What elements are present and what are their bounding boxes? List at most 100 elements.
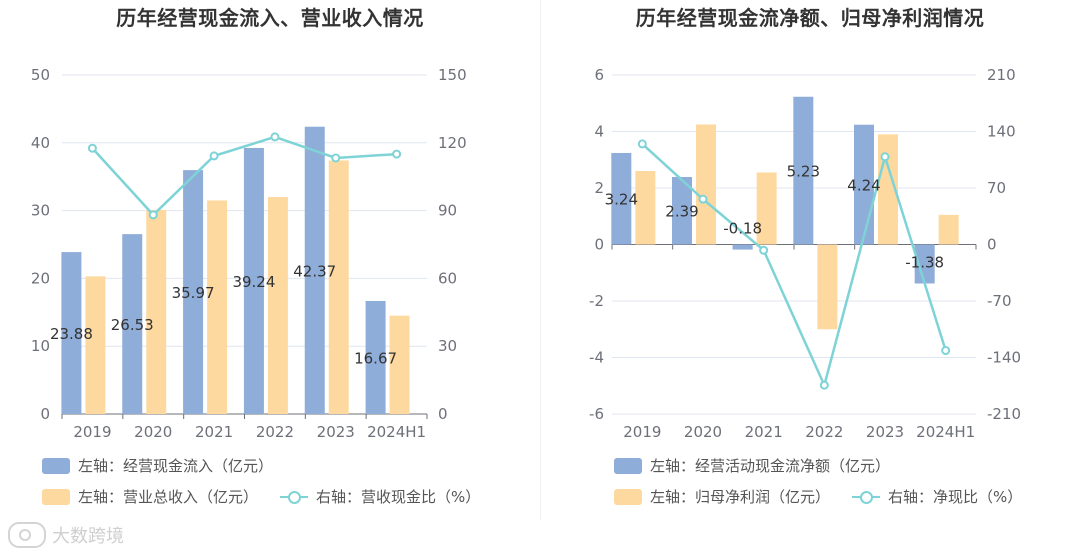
chart1-data-label: 39.24 (232, 273, 275, 291)
watermark: 大数跨境 (8, 522, 124, 548)
watermark-text: 大数跨境 (52, 526, 124, 547)
chart2-right-tick: -210 (987, 405, 1021, 423)
chart2-legend-ratio[interactable]: 右轴：净现比（%） (852, 486, 1022, 507)
chart1-bar-primary (61, 252, 82, 414)
chart1-right-tick: 90 (438, 202, 457, 220)
chart1-ratio-point (87, 143, 97, 153)
chart2-legend-net-cash[interactable]: 左轴：经营活动现金流净额（亿元） (614, 455, 890, 476)
chart1-right-tick: 60 (438, 269, 457, 287)
chart1-right-tick: 120 (438, 134, 467, 152)
chart1-ratio-point (392, 149, 402, 159)
chart1-legend-cash-inflow-label: 左轴：经营现金流入（亿元） (78, 457, 274, 475)
chart1-bar-secondary (207, 200, 228, 414)
chart2-ratio-point (637, 139, 647, 149)
chart2-ratio-point (698, 194, 708, 204)
chart1-data-label: 23.88 (50, 325, 93, 343)
chart1-x-tick-label: 2021 (195, 423, 233, 441)
chart1-left-tick: 30 (31, 202, 50, 220)
chart1-bar-primary (183, 170, 204, 414)
chart1-title: 历年经营现金流入、营业收入情况 (116, 6, 424, 30)
chart1-legend-ratio[interactable]: 右轴：营收现金比（%） (280, 486, 480, 507)
chart1-data-label: 42.37 (293, 262, 336, 280)
chart1-x-tick-label: 2023 (317, 423, 355, 441)
chart2-bar-secondary (817, 244, 838, 330)
chart2-left-tick: 2 (594, 179, 604, 197)
watermark-logo-icon (8, 522, 46, 548)
chart2-x-tick-label: 2023 (866, 423, 904, 441)
chart2-legend-net-cash-label: 左轴：经营活动现金流净额（亿元） (650, 457, 891, 475)
chart1-ratio-point (270, 132, 280, 142)
chart1-ratio-point (209, 151, 219, 161)
chart1-data-label: 26.53 (111, 316, 154, 334)
chart2-ratio-point (759, 245, 769, 255)
chart2-left-tick: -6 (589, 405, 604, 423)
chart2-bar-primary (793, 96, 814, 245)
chart2-legend-net-profit-swatch (614, 488, 642, 505)
chart2-x-tick-label: 2022 (805, 423, 843, 441)
chart2-legend-ratio-label: 右轴：净现比（%） (888, 488, 1023, 506)
chart2-bar-primary (732, 244, 753, 250)
chart1-legend-cash-inflow-swatch (42, 457, 70, 474)
chart2-right-tick: 140 (987, 123, 1016, 141)
chart2-right-tick: 70 (987, 179, 1006, 197)
chart1-bar-secondary (85, 276, 106, 414)
chart1-bar-primary (304, 126, 325, 415)
chart1-ratio-point (148, 210, 158, 220)
chart2-right-tick: -70 (987, 292, 1012, 310)
chart2-data-label: 5.23 (787, 163, 820, 181)
chart1-legend-cash-inflow[interactable]: 左轴：经营现金流入（亿元） (42, 455, 273, 476)
chart2-data-label: -1.38 (905, 253, 944, 271)
chart2-legend-net-profit[interactable]: 左轴：归母净利润（亿元） (614, 486, 830, 507)
chart1-legend-ratio-swatch (280, 489, 308, 505)
chart2-x-tick-label: 2020 (684, 423, 722, 441)
chart1-data-label: 35.97 (172, 284, 215, 302)
chart2-left-tick: 4 (594, 123, 604, 141)
chart2-right-tick: 210 (987, 66, 1016, 84)
chart1-left-tick: 0 (40, 405, 50, 423)
chart2-title: 历年经营现金流净额、归母净利润情况 (635, 6, 985, 30)
chart2-legend-ratio-swatch (852, 489, 880, 505)
chart2-x-tick-label: 2024H1 (916, 423, 975, 441)
chart2-right-tick: 0 (987, 236, 997, 254)
chart2-bar-primary (611, 152, 632, 245)
chart2-legend-net-cash-swatch (614, 457, 642, 474)
chart1-x-tick-label: 2020 (134, 423, 172, 441)
chart1-right-tick: 150 (438, 66, 467, 84)
panel-divider (540, 0, 541, 520)
chart1-bar-primary (365, 300, 386, 414)
chart2-bar-primary (672, 176, 692, 245)
chart1-bar-secondary (389, 315, 410, 414)
chart2-bar-secondary (696, 124, 716, 245)
chart1-ratio-point (331, 153, 341, 163)
chart2-left-tick: 0 (594, 236, 604, 254)
chart1-bar-secondary (267, 197, 288, 414)
chart2-legend-net-profit-label: 左轴：归母净利润（亿元） (650, 488, 831, 506)
chart1-ratio-line (91, 135, 397, 217)
chart1-bar-primary (122, 234, 143, 414)
chart1-bar-secondary (328, 160, 349, 414)
chart1-left-tick: 10 (31, 337, 50, 355)
chart1-x-tick-label: 2024H1 (367, 423, 426, 441)
chart2-x-tick-label: 2019 (623, 423, 661, 441)
chart2-right-tick: -140 (987, 349, 1021, 367)
chart2-data-label: 4.24 (847, 177, 880, 195)
chart1-x-tick-label: 2019 (73, 423, 111, 441)
chart2-left-tick: 6 (594, 66, 604, 84)
chart1-legend-revenue[interactable]: 左轴：营业总收入（亿元） (42, 486, 258, 507)
chart2-ratio-point (880, 152, 890, 162)
chart2-x-tick-label: 2021 (745, 423, 783, 441)
chart2-bar-secondary (635, 171, 656, 245)
chart1-x-tick-label: 2022 (256, 423, 294, 441)
chart2-ratio-point (819, 380, 829, 390)
chart2-bar-secondary (938, 214, 959, 245)
chart2-left-tick: -2 (589, 292, 604, 310)
chart2-bar-primary (914, 244, 935, 284)
chart2-ratio-point (941, 346, 951, 356)
chart1-left-tick: 50 (31, 66, 50, 84)
chart1-legend-revenue-label: 左轴：营业总收入（亿元） (78, 488, 259, 506)
chart2-data-label: 3.24 (605, 191, 638, 209)
chart1-left-tick: 20 (31, 269, 50, 287)
chart2-data-label: -0.18 (723, 220, 762, 238)
chart1-data-label: 16.67 (354, 349, 397, 367)
